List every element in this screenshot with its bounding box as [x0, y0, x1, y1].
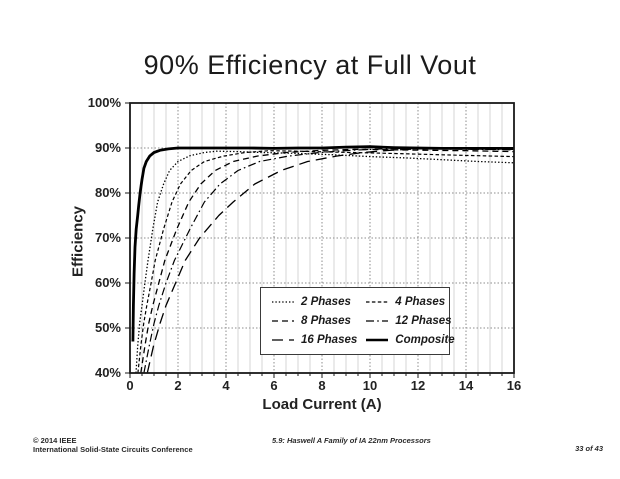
- x-tick-label: 16: [506, 378, 522, 393]
- slide-title: 90% Efficiency at Full Vout: [143, 50, 477, 80]
- footer-copyright: © 2014 IEEE International Solid-State Ci…: [33, 436, 193, 454]
- legend-line-sample: [272, 301, 294, 303]
- legend-line-sample: [272, 339, 294, 341]
- legend-label: 2 Phases: [301, 296, 351, 309]
- y-tick-label: 70%: [94, 230, 121, 245]
- footer-conference-line: International Solid-State Circuits Confe…: [33, 445, 193, 454]
- footer-copyright-line: © 2014 IEEE: [33, 436, 77, 445]
- legend-line-sample: [366, 301, 389, 303]
- legend-item: Composite: [365, 330, 455, 349]
- x-axis-title: Load Current (A): [262, 396, 382, 413]
- legend-label: Composite: [395, 333, 455, 346]
- series-composite: [131, 145, 514, 342]
- legend-item: 16 Phases: [271, 330, 357, 349]
- series-12-phases: [143, 147, 515, 374]
- legend-item: 8 Phases: [271, 312, 357, 331]
- footer-page-number: 33 of 43: [575, 444, 603, 453]
- series-2-phases: [135, 150, 515, 374]
- y-tick-label: 90%: [94, 140, 121, 155]
- plot-border: [129, 102, 515, 374]
- legend-line-sample: [366, 338, 389, 341]
- x-tick-label: 0: [126, 378, 134, 393]
- legend-label: 16 Phases: [301, 333, 358, 346]
- legend-item: 4 Phases: [365, 293, 454, 312]
- legend-item: 2 Phases: [271, 293, 357, 312]
- y-tick-label: 60%: [94, 275, 121, 290]
- legend-line-sample: [272, 320, 294, 322]
- x-tick-label: 2: [174, 378, 182, 393]
- legend-label: 4 Phases: [395, 296, 446, 309]
- footer-paper-title: 5.9: Haswell A Family of IA 22nm Process…: [272, 436, 431, 445]
- legend-item: 12 Phases: [365, 312, 454, 331]
- legend: 2 Phases 4 Phases 8 Phases 12 Phases 16 Phas…: [260, 287, 455, 355]
- x-tick-label: 12: [410, 378, 426, 393]
- legend-label: 8 Phases: [301, 314, 351, 327]
- x-tick-label: 6: [270, 378, 278, 393]
- y-tick-label: 80%: [94, 185, 121, 200]
- x-tick-label: 8: [318, 378, 326, 393]
- x-tick-label: 10: [362, 378, 378, 393]
- x-tick-label: 14: [458, 378, 474, 393]
- legend-line-sample: [366, 320, 389, 322]
- y-tick-label: 40%: [94, 365, 121, 380]
- x-tick-label: 4: [222, 378, 230, 393]
- y-tick-label: 50%: [94, 320, 121, 335]
- y-tick-label: 100%: [87, 95, 121, 110]
- legend-label: 12 Phases: [395, 314, 452, 327]
